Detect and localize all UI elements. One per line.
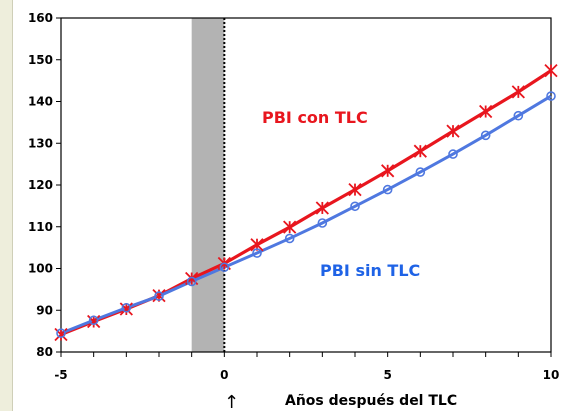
marker-sin-tlc [480,130,491,141]
marker-sin-tlc [88,315,99,326]
marker-con-tlc [511,85,525,99]
y-tick-label: 140 [28,95,53,109]
marker-sin-tlc [186,276,197,287]
event-arrow-icon: ↑ [224,392,239,411]
marker-con-tlc [54,327,68,342]
shaded-region-layer [191,18,225,352]
marker-con-tlc [479,104,493,119]
marker-con-tlc [315,201,329,215]
marker-sin-tlc [219,262,230,273]
marker-con-tlc [348,182,362,197]
marker-sin-tlc [252,248,262,258]
y-tick-label: 90 [36,303,53,317]
marker-sin-tlc [415,167,426,177]
axes-layer: 80 90 100 110 120 130 140 150 160 -5 0 5 10 [28,11,559,382]
marker-con-tlc [381,164,395,178]
marker-sin-tlc [382,184,393,195]
marker-sin-tlc [284,233,295,244]
series-layer [54,63,558,342]
shaded-band [191,18,225,352]
x-tick-label: -5 [54,368,67,382]
marker-sin-tlc [448,149,458,159]
x-tick-label: 0 [220,368,228,382]
x-tick-label: 10 [543,368,560,382]
marker-sin-tlc [513,110,524,121]
y-tick-label: 160 [28,11,53,25]
marker-sin-tlc [350,201,360,212]
marker-con-tlc [87,314,101,329]
marker-sin-tlc [154,291,164,301]
marker-con-tlc [413,144,427,158]
x-tick-label: 5 [383,368,391,382]
marker-sin-tlc [56,328,66,339]
y-tick-label: 130 [28,136,53,150]
marker-con-tlc [283,220,297,234]
marker-con-tlc [446,124,460,138]
series-label-sin-tlc: PBI sin TLC [320,261,420,280]
series-line-sin-tlc [60,94,552,335]
marker-sin-tlc [317,218,328,228]
y-tick-label: 100 [28,262,53,276]
x-axis-title: Años después del TLC [285,393,457,409]
plot-frame [60,17,552,353]
series-label-con-tlc: PBI con TLC [262,108,368,127]
y-tick-label: 80 [36,345,53,359]
y-tick-label: 110 [28,220,53,234]
marker-con-tlc [544,63,558,78]
y-tick-label: 150 [28,53,53,67]
left-panel-strip [0,0,13,411]
marker-con-tlc [119,302,133,316]
text-layer: PBI con TLC PBI sin TLC Años después del… [224,108,457,411]
marker-sin-tlc [121,302,132,313]
marker-sin-tlc [546,91,556,101]
y-tick-label: 120 [28,178,53,192]
